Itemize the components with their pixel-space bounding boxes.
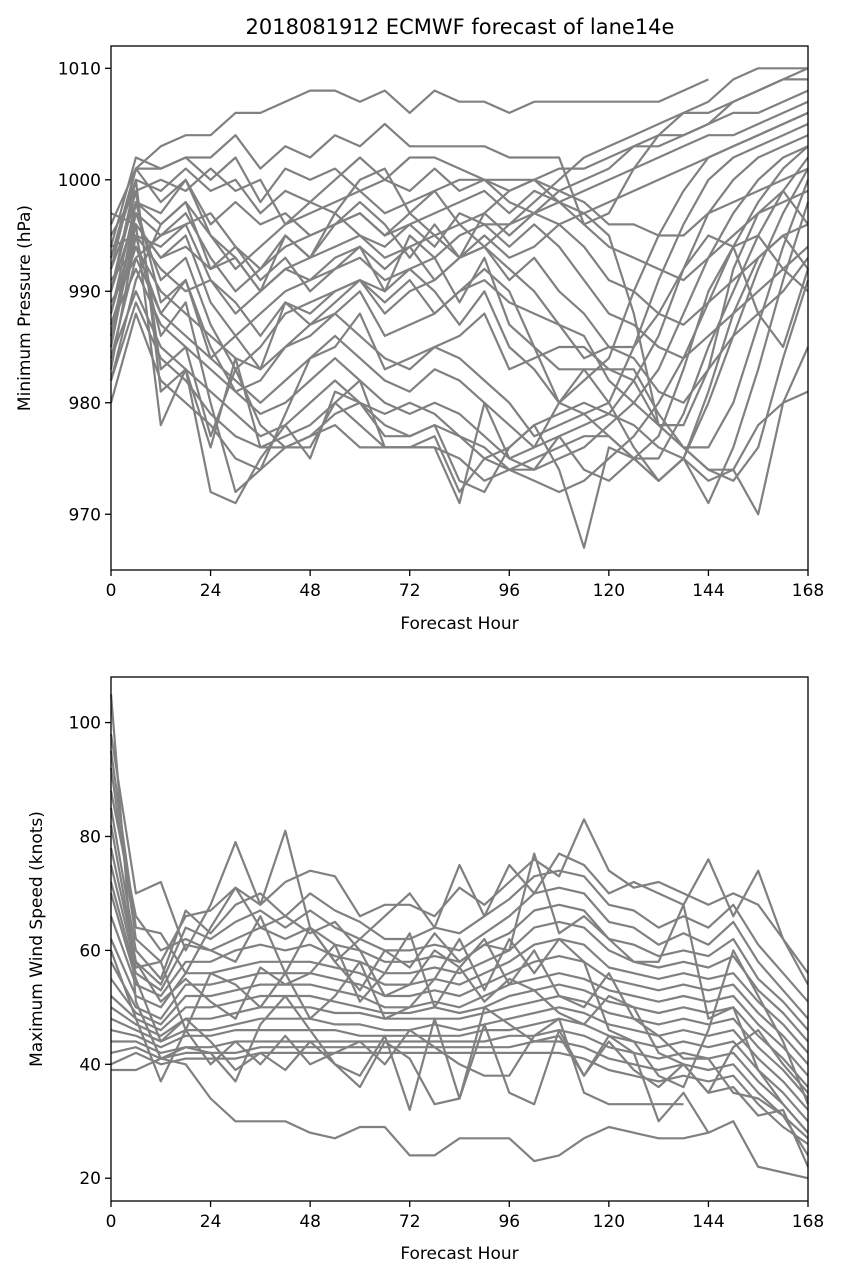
pressure-series-line-24	[109, 156, 809, 427]
pressure-x-tick-label: 144	[692, 581, 724, 601]
pressure-series-line-21	[109, 212, 809, 337]
pressure-y-tick-label: 980	[69, 394, 101, 414]
wind-series-line-0	[109, 694, 709, 1163]
wind-x-tick-label: 24	[200, 1212, 222, 1232]
wind-y-tick-label: 60	[79, 941, 101, 961]
pressure-y-axis-label: Minimum Pressure (hPa)	[15, 205, 35, 411]
wind-series-line-13	[110, 1017, 809, 1123]
wind-series-line-10	[110, 983, 809, 1088]
wind-series-line-11	[110, 994, 809, 1100]
pressure-series-group	[109, 67, 810, 549]
pressure-ticks: 0 24 48 72 96 120 144 168 970 980 990 1000 1010	[58, 59, 824, 601]
wind-x-tick-label: 0	[106, 1212, 117, 1232]
wind-series-line-12	[110, 1006, 809, 1111]
wind-plot-frame	[110, 676, 809, 1202]
chart-title: 2018081912 ECMWF forecast of lane14e	[246, 15, 675, 39]
pressure-x-tick-label: 72	[399, 581, 421, 601]
pressure-x-axis-label: Forecast Hour	[400, 614, 518, 634]
wind-series-line-19	[109, 893, 809, 1180]
pressure-series-line-14	[109, 178, 810, 505]
wind-x-tick-label: 168	[792, 1212, 824, 1232]
pressure-x-tick-label: 48	[299, 581, 321, 601]
pressure-y-tick-label: 1000	[58, 171, 101, 191]
pressure-series-line-16	[110, 212, 810, 516]
pressure-series-line-26	[109, 234, 809, 460]
pressure-x-tick-label: 168	[792, 581, 824, 601]
pressure-x-tick-label: 120	[593, 581, 625, 601]
wind-series-line-23	[109, 824, 809, 1094]
wind-y-axis-label: Maximum Wind Speed (knots)	[27, 811, 47, 1067]
wind-x-tick-label: 48	[299, 1212, 321, 1232]
wind-series-line-22	[109, 864, 810, 1105]
pressure-series-line-15	[110, 189, 810, 549]
wind-x-axis-label: Forecast Hour	[400, 1244, 518, 1264]
pressure-series-line-13	[109, 168, 809, 494]
wind-x-tick-label: 72	[399, 1212, 421, 1232]
pressure-plot-frame	[110, 45, 809, 571]
pressure-series-line-5	[109, 100, 809, 337]
pressure-series-line-3	[109, 78, 808, 292]
wind-series-line-1	[109, 733, 809, 974]
wind-series-line-14	[111, 1029, 809, 1134]
pressure-series-line-0	[109, 78, 709, 225]
wind-series-line-7	[109, 937, 809, 1054]
wind-series-line-4	[109, 847, 809, 1020]
pressure-x-tick-label: 96	[498, 581, 520, 601]
pressure-series-line-9	[110, 134, 809, 449]
pressure-series-line-25	[109, 201, 809, 482]
wind-series-group	[109, 694, 810, 1180]
pressure-series-line-8	[110, 122, 809, 438]
wind-y-tick-label: 40	[79, 1055, 101, 1075]
wind-series-line-3	[109, 807, 809, 1003]
wind-x-tick-label: 144	[692, 1212, 724, 1232]
wind-series-line-9	[110, 972, 809, 1077]
pressure-y-tick-label: 990	[69, 282, 101, 302]
pressure-series-line-18	[109, 201, 810, 482]
wind-series-line-18	[109, 950, 684, 1106]
wind-series-line-6	[109, 915, 809, 1043]
pressure-y-tick-label: 1010	[58, 59, 101, 79]
wind-series-line-21	[109, 790, 809, 1134]
pressure-series-line-1	[109, 67, 808, 247]
pressure-series-line-22	[109, 189, 809, 359]
pressure-x-tick-label: 24	[200, 581, 222, 601]
pressure-series-line-20	[109, 223, 809, 360]
pressure-panel: 2018081912 ECMWF forecast of lane14e 0 24…	[15, 15, 824, 634]
wind-x-tick-label: 120	[593, 1212, 625, 1232]
wind-panel: 0 24 48 72 96 120 144 168 20 40 60 80 100 Forecast H…	[27, 676, 825, 1264]
wind-series-line-16	[110, 1051, 809, 1145]
wind-y-tick-label: 20	[79, 1169, 101, 1189]
wind-x-tick-label: 96	[498, 1212, 520, 1232]
pressure-x-tick-label: 0	[106, 581, 117, 601]
wind-series-line-2	[109, 767, 809, 986]
wind-series-line-17	[111, 994, 810, 1168]
pressure-series-line-11	[109, 145, 809, 494]
pressure-y-tick-label: 970	[69, 505, 101, 525]
pressure-series-line-23	[109, 167, 809, 381]
wind-y-tick-label: 80	[79, 827, 101, 847]
wind-y-tick-label: 100	[69, 714, 101, 734]
wind-ticks: 0 24 48 72 96 120 144 168 20 40 60 80 100	[69, 714, 825, 1232]
pressure-series-line-27	[109, 167, 810, 360]
